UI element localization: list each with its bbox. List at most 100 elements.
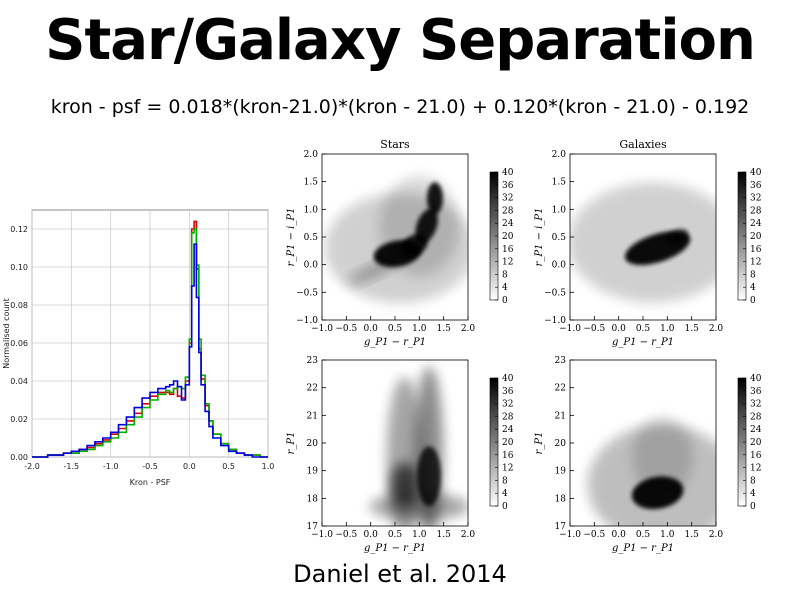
stars-cm-y-tick-label: 21 bbox=[307, 411, 318, 421]
stars-cm-colorbar-label: 36 bbox=[502, 387, 514, 397]
gal-cm-colorbar-label: 36 bbox=[750, 387, 762, 397]
stars-cm-x-tick-label: 1.0 bbox=[412, 530, 427, 540]
gal-cm-colorbar-label: 0 bbox=[750, 502, 756, 512]
gal-cc-colorbar-label: 4 bbox=[750, 283, 756, 293]
gal-cc-x-tick-label: 2.0 bbox=[709, 324, 724, 334]
hist-y-tick-label: 0.06 bbox=[10, 339, 28, 348]
gal-cc-y-tick-label: 1.5 bbox=[552, 178, 567, 188]
gal-cc-colorbar-label: 24 bbox=[750, 219, 762, 229]
stars-cm-colorbar-label: 28 bbox=[502, 412, 514, 422]
stars-cc-y-tick-label: 0.0 bbox=[304, 261, 319, 271]
hist-x-tick-label: 1.0 bbox=[262, 462, 275, 471]
galaxies-color-color-plot: Galaxies−1.0 −0.5 0.0 0.5 1.0 1.5 2.0−1.0−0.50… bbox=[534, 138, 762, 348]
stars-cc-colorbar-label: 16 bbox=[502, 245, 514, 255]
gal-cm-x-tick-label: 2.0 bbox=[709, 530, 724, 540]
stars-cc-x-tick-label: −0.5 bbox=[335, 324, 357, 334]
gal-cm-colorbar-label: 40 bbox=[750, 374, 762, 384]
gal-cc-x-tick-label: −1.0 bbox=[559, 324, 581, 334]
slide-title: Star/Galaxy Separation bbox=[45, 8, 756, 73]
galaxies-color-magnitude-plot: −1.0 −0.5 0.0 0.5 1.0 1.5 2.0 17 18 19 20 21 22 23 g_P… bbox=[534, 356, 762, 554]
stars-cc-colorbar-label: 32 bbox=[502, 194, 513, 204]
stars-cc-colorbar-label: 24 bbox=[502, 219, 514, 229]
gal-cm-y-axis-label: r_P1 bbox=[534, 432, 545, 455]
stars-cm-colorbar-label: 40 bbox=[502, 374, 514, 384]
hist-x-tick-label: -2.0 bbox=[24, 462, 40, 471]
gal-cm-colorbar-label: 4 bbox=[750, 489, 756, 499]
gal-cm-colorbar-label: 24 bbox=[750, 425, 762, 435]
separation-formula: kron - psf = 0.018*(kron-21.0)*(kron - 2… bbox=[50, 96, 750, 118]
hist-y-tick-label: 0.12 bbox=[10, 225, 28, 234]
gal-cc-colorbar-label: 16 bbox=[750, 245, 762, 255]
stars-cc-colorbar-label: 4 bbox=[502, 283, 508, 293]
gal-cc-colorbar-label: 8 bbox=[750, 270, 756, 280]
gal-cc-colorbar-label: 28 bbox=[750, 206, 762, 216]
stars-cm-colorbar-label: 32 bbox=[502, 400, 513, 410]
stars-cc-x-tick-label: 1.0 bbox=[412, 324, 427, 334]
stars-cm-x-tick-label: 0.5 bbox=[388, 530, 403, 540]
stars-cc-y-tick-label: 2.0 bbox=[304, 150, 319, 160]
gal-cm-y-tick-label: 20 bbox=[555, 439, 567, 449]
stars-cm-x-tick-label: −1.0 bbox=[311, 530, 333, 540]
stars-cm-density bbox=[369, 366, 468, 526]
stars-cc-title: Stars bbox=[380, 138, 410, 151]
gal-cm-x-tick-label: −0.5 bbox=[583, 530, 605, 540]
hist-x-tick-label: 0.0 bbox=[183, 462, 196, 471]
stars-cm-x-tick-label: 2.0 bbox=[461, 530, 476, 540]
gal-cc-x-tick-label: 1.0 bbox=[660, 324, 675, 334]
stars-cc-density-blob bbox=[426, 182, 443, 215]
gal-cc-colorbar-label: 32 bbox=[750, 194, 761, 204]
gal-cc-y-tick-label: −1.0 bbox=[544, 316, 566, 326]
stars-cc-density bbox=[324, 175, 468, 304]
gal-cm-colorbar-label: 12 bbox=[750, 464, 761, 474]
stars-color-color-plot: Stars−1.0 −0.5 0.0 0.5 1.0 1.5 2.0−1.0−0.50.00… bbox=[286, 138, 514, 348]
gal-cm-x-tick-label: −1.0 bbox=[559, 530, 581, 540]
gal-cm-density-blob bbox=[632, 416, 693, 497]
stars-cm-colorbar-label: 12 bbox=[502, 464, 513, 474]
gal-cm-colorbar-label: 8 bbox=[750, 476, 756, 486]
stars-cc-colorbar-label: 28 bbox=[502, 206, 514, 216]
stars-cc-x-tick-label: 0.0 bbox=[364, 324, 379, 334]
gal-cm-colorbar-label: 28 bbox=[750, 412, 762, 422]
stars-cm-density-blob bbox=[417, 446, 442, 507]
gal-cm-colorbar-label: 20 bbox=[750, 438, 762, 448]
gal-cc-y-axis-label: r_P1 − i_P1 bbox=[534, 208, 545, 267]
gal-cm-x-tick-label: 0.0 bbox=[612, 530, 627, 540]
hist-series-green bbox=[32, 228, 268, 458]
stars-cc-x-tick-label: −1.0 bbox=[311, 324, 333, 334]
hist-x-tick-label: -1.0 bbox=[103, 462, 119, 471]
stars-cm-y-tick-label: 17 bbox=[307, 522, 319, 532]
stars-cm-y-axis-label: r_P1 bbox=[286, 432, 297, 455]
gal-cm-y-tick-label: 19 bbox=[555, 467, 567, 477]
stars-cc-x-tick-label: 1.5 bbox=[437, 324, 452, 334]
gal-cc-y-tick-label: 1.0 bbox=[552, 205, 567, 215]
stars-cm-x-axis-label: g_P1 − r_P1 bbox=[364, 543, 426, 554]
stars-cc-y-tick-label: −0.5 bbox=[296, 288, 318, 298]
gal-cm-y-tick-label: 22 bbox=[555, 384, 566, 394]
stars-cc-y-axis-label: r_P1 − i_P1 bbox=[286, 208, 297, 267]
gal-cc-y-tick-label: −0.5 bbox=[544, 288, 566, 298]
stars-color-magnitude-plot: −1.0 −0.5 0.0 0.5 1.0 1.5 2.0 17 18 19 20 21 22 23 g_P… bbox=[286, 356, 514, 554]
gal-cm-y-tick-label: 18 bbox=[555, 494, 567, 504]
gal-cm-y-tick-label: 21 bbox=[555, 411, 566, 421]
kron-psf-histogram: -2.0 -1.5 -1.0 -0.5 0.0 0.5 1.0 0.00 0.02 0.04 0.0… bbox=[2, 209, 275, 487]
stars-cm-colorbar-label: 24 bbox=[502, 425, 514, 435]
stars-cm-colorbar-label: 20 bbox=[502, 438, 514, 448]
hist-x-tick-label: -1.5 bbox=[64, 462, 80, 471]
stars-cc-y-tick-label: −1.0 bbox=[296, 316, 318, 326]
stars-cm-colorbar-label: 4 bbox=[502, 489, 508, 499]
gal-cc-y-tick-label: 2.0 bbox=[552, 150, 567, 160]
gal-cc-x-tick-label: −0.5 bbox=[583, 324, 605, 334]
stars-cm-x-tick-label: −0.5 bbox=[335, 530, 357, 540]
gal-cc-y-tick-label: 0.5 bbox=[552, 233, 567, 243]
stars-cc-colorbar-label: 36 bbox=[502, 181, 514, 191]
gal-cc-colorbar-label: 0 bbox=[750, 296, 756, 306]
hist-y-tick-label: 0.02 bbox=[10, 415, 28, 424]
hist-y-tick-label: 0.00 bbox=[10, 453, 28, 462]
hist-x-tick-label: 0.5 bbox=[222, 462, 235, 471]
hist-y-tick-label: 0.08 bbox=[10, 301, 28, 310]
gal-cm-y-tick-label: 23 bbox=[555, 356, 567, 366]
stars-cc-x-axis-label: g_P1 − r_P1 bbox=[364, 337, 426, 348]
stars-cm-x-tick-label: 0.0 bbox=[364, 530, 379, 540]
gal-cm-x-tick-label: 0.5 bbox=[636, 530, 651, 540]
gal-cc-colorbar-label: 36 bbox=[750, 181, 762, 191]
